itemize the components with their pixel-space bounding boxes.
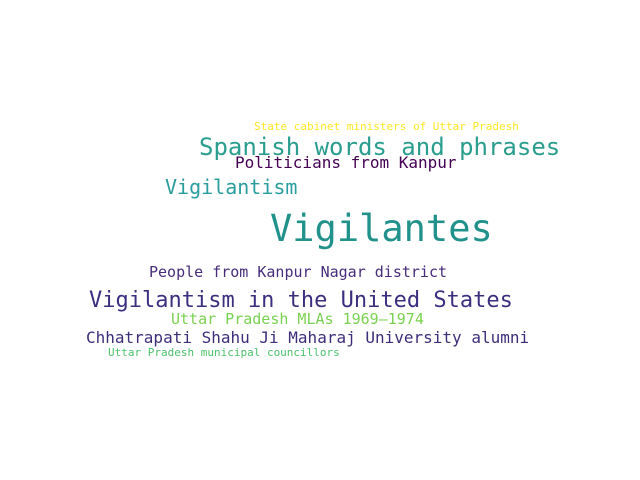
- word-people-from-kanpur-nagar: People from Kanpur Nagar district: [149, 263, 448, 281]
- word-uttar-pradesh-mlas: Uttar Pradesh MLAs 1969–1974: [171, 310, 424, 328]
- word-uttar-pradesh-municipal-councillors: Uttar Pradesh municipal councillors: [108, 346, 340, 359]
- word-state-cabinet-ministers: State cabinet ministers of Uttar Pradesh: [254, 120, 519, 133]
- word-vigilantes: Vigilantes: [270, 207, 493, 250]
- word-chhatrapati-shahu-ji-alumni: Chhatrapati Shahu Ji Maharaj University …: [86, 328, 530, 347]
- word-politicians-from-kanpur: Politicians from Kanpur: [235, 153, 457, 172]
- word-vigilantism-in-the-united-states: Vigilantism in the United States: [89, 288, 513, 313]
- word-vigilantism: Vigilantism: [165, 175, 298, 199]
- word-spanish-words-and-phrases: Spanish words and phrases: [199, 133, 561, 161]
